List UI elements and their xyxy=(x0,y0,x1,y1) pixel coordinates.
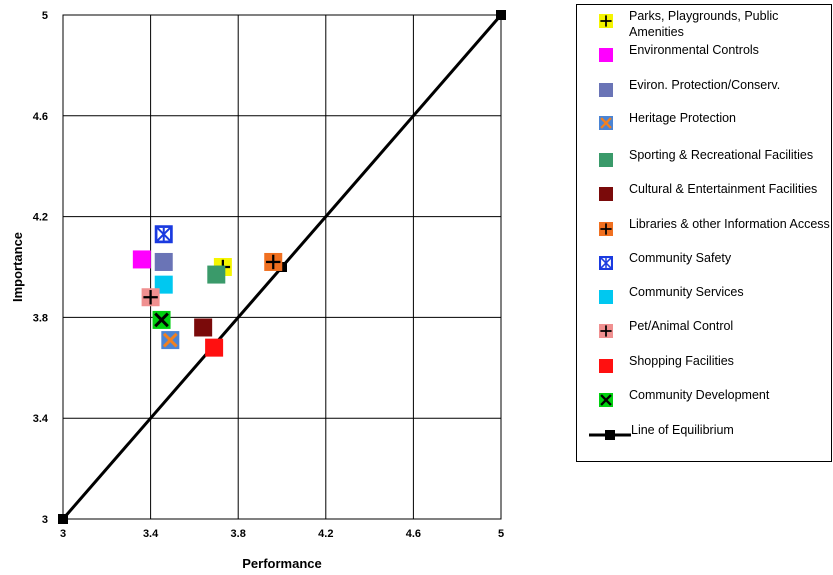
legend-label: Heritage Protection xyxy=(629,111,737,125)
legend-marker-icon xyxy=(599,187,613,201)
x-tick-label: 5 xyxy=(498,528,504,540)
legend-marker-icon xyxy=(589,430,631,440)
legend-label: Libraries & other Information Access xyxy=(629,217,830,231)
data-point xyxy=(264,252,283,271)
legend-label: Line of Equilibrium xyxy=(631,423,734,437)
data-point xyxy=(154,225,173,244)
data-points xyxy=(132,225,283,357)
y-axis-ticks: 3 3.4 3.8 4.2 4.6 5 xyxy=(33,10,49,526)
legend-label: Cultural & Entertainment Facilities xyxy=(629,182,818,196)
legend-marker-icon xyxy=(599,14,613,28)
data-point xyxy=(161,331,180,350)
data-point xyxy=(132,250,151,269)
legend-label: Sporting & Recreational Facilities xyxy=(629,148,814,162)
legend-marker-icon xyxy=(599,48,613,62)
legend-marker-icon xyxy=(599,290,613,304)
legend-label: Shopping Facilities xyxy=(629,354,734,368)
legend-item: Parks, Playgrounds, Public Amenities xyxy=(577,8,832,42)
y-tick-label: 3 xyxy=(42,514,48,526)
legend-item: Community Safety xyxy=(577,250,832,284)
x-axis-ticks: 3 3.4 3.8 4.2 4.6 5 xyxy=(60,528,504,540)
legend-label: Community Safety xyxy=(629,251,732,265)
legend-marker-icon xyxy=(599,359,613,373)
equilibrium-point xyxy=(496,10,506,20)
x-tick-label: 4.2 xyxy=(318,528,333,540)
data-point xyxy=(154,252,173,271)
legend-label: Community Development xyxy=(629,388,770,402)
legend-marker-icon xyxy=(599,153,613,167)
y-tick-label: 3.8 xyxy=(33,312,48,324)
legend-item: Shopping Facilities xyxy=(577,353,832,387)
x-tick-label: 4.6 xyxy=(406,528,421,540)
legend-item: Libraries & other Information Access xyxy=(577,216,832,250)
legend-label: Environmental Controls xyxy=(629,43,759,57)
legend-item: Heritage Protection xyxy=(577,110,832,144)
legend-marker-icon xyxy=(599,83,613,97)
x-tick-label: 3.4 xyxy=(143,528,159,540)
y-axis-title: Importance xyxy=(10,232,25,302)
y-tick-label: 5 xyxy=(42,10,48,22)
legend-item: Community Services xyxy=(577,284,832,318)
legend-marker-icon xyxy=(599,393,613,407)
legend-item: Pet/Animal Control xyxy=(577,318,832,352)
legend-item: Cultural & Entertainment Facilities xyxy=(577,181,832,215)
legend-marker-icon xyxy=(599,324,613,338)
legend-label: Community Services xyxy=(629,285,744,299)
legend-item: Eviron. Protection/Conserv. xyxy=(577,77,832,111)
data-point xyxy=(205,338,224,357)
legend-marker-icon xyxy=(599,116,613,130)
y-tick-label: 3.4 xyxy=(33,413,49,425)
data-point xyxy=(194,318,213,337)
data-point xyxy=(207,265,226,284)
chart: 3 3.4 3.8 4.2 4.6 5 3 3.4 3.8 4.2 4.6 5 Performanc… xyxy=(10,10,506,571)
legend-label: Pet/Animal Control xyxy=(629,319,734,333)
legend-item: Sporting & Recreational Facilities xyxy=(577,147,832,181)
x-tick-label: 3.8 xyxy=(231,528,246,540)
legend-item: Line of Equilibrium xyxy=(577,422,832,456)
legend-marker-icon xyxy=(599,256,613,270)
x-axis-title: Performance xyxy=(242,556,321,571)
legend-item: Environmental Controls xyxy=(577,42,832,76)
x-tick-label: 3 xyxy=(60,528,66,540)
legend: Parks, Playgrounds, Public Amenities Envi… xyxy=(576,4,832,462)
legend-label: Parks, Playgrounds, Public Amenities xyxy=(629,9,779,39)
equilibrium-point xyxy=(58,514,68,524)
legend-item: Community Development xyxy=(577,387,832,421)
legend-label: Eviron. Protection/Conserv. xyxy=(629,78,781,92)
data-point xyxy=(141,288,160,307)
plot-frame xyxy=(62,14,502,520)
y-tick-label: 4.6 xyxy=(33,111,48,123)
y-tick-label: 4.2 xyxy=(33,212,48,224)
data-point xyxy=(152,310,171,329)
legend-marker-icon xyxy=(599,222,613,236)
